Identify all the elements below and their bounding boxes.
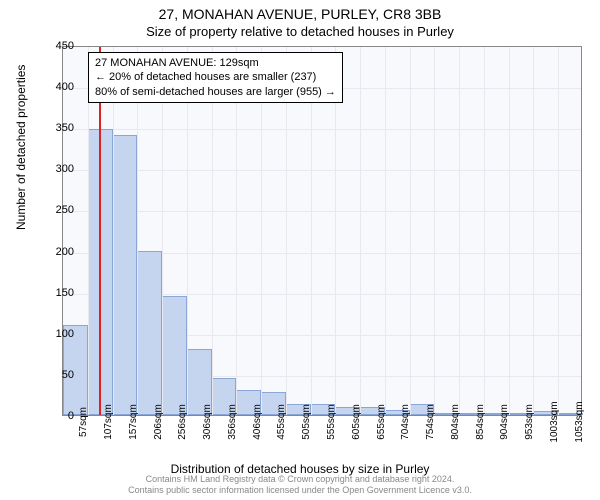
footer-line-2: Contains public sector information licen…	[0, 485, 600, 496]
gridline-h	[63, 129, 581, 130]
ytick-label: 450	[44, 40, 74, 52]
gridline-v	[385, 47, 386, 415]
xtick-label: 57sqm	[78, 407, 89, 437]
xtick-label: 704sqm	[400, 404, 411, 440]
xtick-label: 306sqm	[202, 404, 213, 440]
ytick-label: 150	[44, 287, 74, 299]
gridline-v	[509, 47, 510, 415]
xtick-label: 655sqm	[376, 404, 387, 440]
annotation-line-1: 27 MONAHAN AVENUE: 129sqm	[95, 56, 336, 70]
xtick-label: 256sqm	[177, 404, 188, 440]
ytick-label: 350	[44, 122, 74, 134]
annotation-line-3: 80% of semi-detached houses are larger (…	[95, 85, 336, 99]
xtick-label: 804sqm	[450, 404, 461, 440]
xtick-label: 455sqm	[276, 404, 287, 440]
gridline-h	[63, 211, 581, 212]
xtick-label: 854sqm	[475, 404, 486, 440]
ytick-label: 300	[44, 163, 74, 175]
xtick-label: 406sqm	[252, 404, 263, 440]
xtick-label: 1053sqm	[574, 401, 585, 442]
gridline-v	[484, 47, 485, 415]
xtick-label: 157sqm	[128, 404, 139, 440]
xtick-label: 1003sqm	[549, 401, 560, 442]
title-main: 27, MONAHAN AVENUE, PURLEY, CR8 3BB	[0, 0, 600, 22]
xtick-label: 107sqm	[103, 404, 114, 440]
gridline-v	[360, 47, 361, 415]
xtick-label: 356sqm	[227, 404, 238, 440]
y-axis-label: Number of detached properties	[14, 65, 28, 230]
histogram-bar	[162, 296, 187, 415]
xtick-label: 953sqm	[524, 404, 535, 440]
xtick-label: 555sqm	[326, 404, 337, 440]
gridline-v	[434, 47, 435, 415]
gridline-h	[63, 170, 581, 171]
footer-line-1: Contains HM Land Registry data © Crown c…	[0, 474, 600, 485]
footer: Contains HM Land Registry data © Crown c…	[0, 474, 600, 496]
chart-container: 27, MONAHAN AVENUE, PURLEY, CR8 3BB Size…	[0, 0, 600, 500]
ytick-label: 100	[44, 328, 74, 340]
ytick-label: 200	[44, 246, 74, 258]
histogram-bar	[137, 251, 162, 415]
gridline-v	[558, 47, 559, 415]
gridline-v	[410, 47, 411, 415]
ytick-label: 0	[44, 410, 74, 422]
ytick-label: 250	[44, 204, 74, 216]
xtick-label: 605sqm	[351, 404, 362, 440]
histogram-bar	[113, 135, 138, 415]
ytick-label: 50	[44, 369, 74, 381]
annotation-line-2: ← 20% of detached houses are smaller (23…	[95, 70, 336, 84]
xtick-label: 754sqm	[425, 404, 436, 440]
ytick-label: 400	[44, 81, 74, 93]
gridline-v	[533, 47, 534, 415]
xtick-label: 206sqm	[153, 404, 164, 440]
title-sub: Size of property relative to detached ho…	[0, 22, 600, 39]
annotation-box: 27 MONAHAN AVENUE: 129sqm ← 20% of detac…	[88, 52, 343, 103]
xtick-label: 904sqm	[499, 404, 510, 440]
xtick-label: 505sqm	[301, 404, 312, 440]
gridline-v	[459, 47, 460, 415]
